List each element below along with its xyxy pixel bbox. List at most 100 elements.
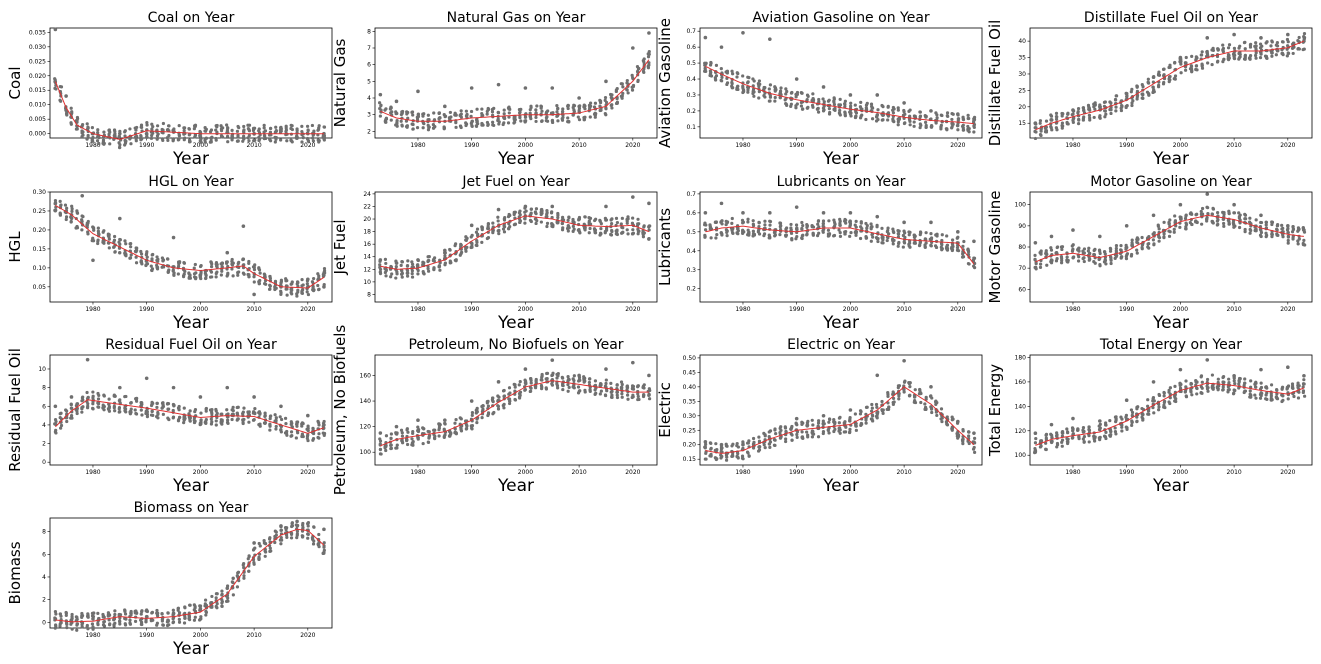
data-point bbox=[1243, 57, 1246, 60]
data-point bbox=[897, 123, 900, 126]
data-point bbox=[1169, 230, 1172, 233]
data-point bbox=[507, 121, 510, 124]
data-point bbox=[1056, 245, 1059, 248]
data-point bbox=[438, 265, 441, 268]
data-point bbox=[1071, 228, 1075, 232]
data-point bbox=[599, 384, 602, 387]
data-point bbox=[708, 74, 711, 77]
data-point bbox=[529, 108, 532, 111]
data-point bbox=[555, 115, 558, 118]
data-point bbox=[1238, 226, 1241, 229]
y-tick-label: 160 bbox=[360, 372, 372, 379]
data-point bbox=[65, 420, 68, 423]
data-point bbox=[823, 100, 826, 103]
data-point bbox=[811, 435, 814, 438]
data-point bbox=[1034, 441, 1037, 444]
data-point bbox=[870, 240, 873, 243]
data-point bbox=[459, 124, 462, 127]
data-point bbox=[821, 229, 824, 232]
data-point bbox=[1276, 41, 1279, 44]
data-point bbox=[615, 229, 618, 232]
data-point bbox=[935, 246, 938, 249]
data-point bbox=[1254, 229, 1257, 232]
data-point bbox=[295, 134, 298, 137]
data-point bbox=[401, 260, 404, 263]
data-point bbox=[134, 408, 137, 411]
data-point bbox=[1200, 210, 1203, 213]
data-point bbox=[226, 272, 229, 275]
data-point bbox=[844, 113, 847, 116]
data-point bbox=[1212, 47, 1215, 50]
data-point bbox=[449, 111, 452, 114]
data-point bbox=[610, 222, 613, 225]
data-point bbox=[719, 456, 722, 459]
data-point bbox=[535, 207, 538, 210]
data-point bbox=[930, 125, 933, 128]
data-point bbox=[172, 127, 175, 130]
data-point bbox=[1066, 256, 1069, 259]
y-axis-label: HGL bbox=[6, 231, 24, 263]
data-point bbox=[599, 99, 602, 102]
data-point bbox=[427, 430, 430, 433]
data-point bbox=[290, 423, 293, 426]
data-point bbox=[714, 78, 717, 81]
data-point bbox=[167, 270, 170, 273]
data-point bbox=[621, 231, 624, 234]
data-point bbox=[311, 124, 314, 127]
x-tick-label: 1990 bbox=[1119, 469, 1134, 476]
data-point bbox=[290, 434, 293, 437]
data-point bbox=[70, 123, 73, 126]
data-point bbox=[880, 400, 883, 403]
data-point bbox=[118, 398, 121, 401]
data-point bbox=[145, 253, 148, 256]
data-point bbox=[1173, 228, 1176, 231]
data-point bbox=[400, 264, 403, 267]
data-point bbox=[518, 396, 521, 399]
data-point bbox=[1147, 78, 1150, 81]
data-point bbox=[118, 243, 121, 246]
x-tick-label: 1980 bbox=[410, 469, 425, 476]
data-point bbox=[203, 129, 206, 132]
data-point bbox=[832, 234, 835, 237]
data-point bbox=[940, 407, 943, 410]
data-point bbox=[968, 442, 971, 445]
data-point bbox=[150, 257, 153, 260]
data-point bbox=[957, 117, 960, 120]
data-point bbox=[529, 105, 532, 108]
data-point bbox=[295, 292, 298, 295]
data-point bbox=[800, 236, 803, 239]
data-point bbox=[247, 262, 250, 265]
data-point bbox=[470, 246, 473, 249]
data-point bbox=[156, 134, 159, 137]
data-point bbox=[75, 209, 78, 212]
data-point bbox=[578, 218, 581, 221]
data-point bbox=[876, 113, 879, 116]
data-point bbox=[757, 436, 760, 439]
data-point bbox=[703, 235, 706, 238]
y-tick-label: 0.010 bbox=[29, 102, 46, 109]
data-point bbox=[1205, 36, 1209, 40]
data-point bbox=[1039, 122, 1042, 125]
x-tick-label: 2000 bbox=[518, 469, 533, 476]
data-point bbox=[1157, 223, 1160, 226]
data-point bbox=[204, 141, 207, 144]
data-point bbox=[97, 226, 100, 229]
data-point bbox=[1244, 54, 1247, 57]
data-point bbox=[774, 96, 777, 99]
data-point bbox=[556, 107, 559, 110]
data-point bbox=[225, 251, 229, 255]
data-point bbox=[731, 232, 734, 235]
data-point bbox=[616, 384, 619, 387]
data-point bbox=[757, 96, 760, 99]
data-point bbox=[475, 421, 478, 424]
data-point bbox=[151, 253, 154, 256]
data-point bbox=[950, 126, 953, 129]
data-point bbox=[200, 418, 203, 421]
data-point bbox=[86, 406, 89, 409]
data-point bbox=[583, 118, 586, 121]
data-point bbox=[263, 415, 266, 418]
data-point bbox=[296, 431, 299, 434]
data-point bbox=[503, 403, 506, 406]
data-point bbox=[929, 221, 933, 225]
